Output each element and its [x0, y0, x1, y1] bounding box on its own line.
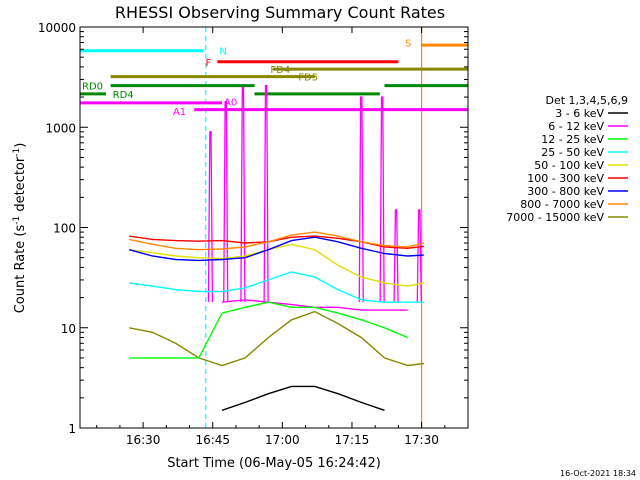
spike-mark — [263, 84, 269, 303]
x-tick-label: 16:45 — [195, 433, 230, 447]
y-tick-label: 10000 — [38, 21, 76, 35]
spike-mark — [393, 209, 399, 303]
x-axis-label: Start Time (06-May-05 16:24:42) — [167, 456, 381, 471]
legend-label: 300 - 800 keV — [527, 185, 604, 198]
x-tick-label: 17:00 — [265, 433, 300, 447]
legend-label: 50 - 100 keV — [534, 159, 604, 172]
flag-label-fd4: FD4 — [270, 65, 290, 76]
legend-label: 25 - 50 keV — [541, 146, 604, 159]
series-line — [129, 236, 424, 262]
y-tick-label: 10 — [61, 322, 76, 336]
x-tick-label: 17:30 — [404, 433, 439, 447]
chart-title: RHESSI Observing Summary Count Rates — [115, 3, 445, 22]
x-axis: 16:30 16:45 17:00 17:15 17:30 — [96, 27, 469, 447]
series-line — [129, 235, 424, 250]
plot-area — [80, 27, 468, 428]
series-line — [129, 310, 424, 367]
series-line — [129, 243, 425, 287]
flag-labels: N S F FD4 FD5 RD0 RD4 A1 A0 — [82, 39, 411, 119]
flag-label-n: N — [219, 47, 226, 58]
flag-label-a1: A1 — [173, 107, 186, 118]
x-tick-label: 17:15 — [335, 433, 370, 447]
footer-timestamp: 16-Oct-2021 18:34 — [560, 469, 636, 478]
flag-label-fd5: FD5 — [298, 73, 318, 84]
spike-mark — [358, 96, 364, 303]
y-tick-label: 1000 — [45, 121, 76, 135]
series-line — [129, 231, 425, 251]
spike-mark — [223, 101, 229, 303]
spike-mark — [207, 131, 214, 303]
x-tick-label: 16:30 — [126, 433, 161, 447]
legend-label: 6 - 12 keV — [548, 120, 604, 133]
y-axis-label: Count Rate (s-1 detector-1) — [12, 143, 28, 314]
series-line — [221, 385, 385, 411]
y-axis: 1 10 100 1000 10000 — [38, 21, 468, 436]
spike-mark — [240, 86, 246, 303]
flag-label-rd0: RD0 — [82, 82, 103, 93]
flag-label-rd4: RD4 — [113, 90, 134, 101]
y-tick-label: 100 — [53, 222, 76, 236]
flag-label-a0: A0 — [224, 98, 237, 109]
series-line — [129, 271, 424, 303]
series-line — [129, 301, 408, 359]
legend-label: 100 - 300 keV — [527, 172, 604, 185]
legend-title: Det 1,3,4,5,6,9 — [545, 94, 628, 107]
y-tick-label: 1 — [68, 422, 76, 436]
flag-label-f: F — [205, 58, 211, 69]
legend-label: 12 - 25 keV — [541, 133, 604, 146]
flag-label-s: S — [405, 39, 411, 50]
legend-label: 800 - 7000 keV — [520, 198, 604, 211]
legend-label: 3 - 6 keV — [555, 107, 604, 120]
legend-label: 7000 - 15000 keV — [506, 211, 604, 224]
spike-mark — [379, 96, 385, 303]
